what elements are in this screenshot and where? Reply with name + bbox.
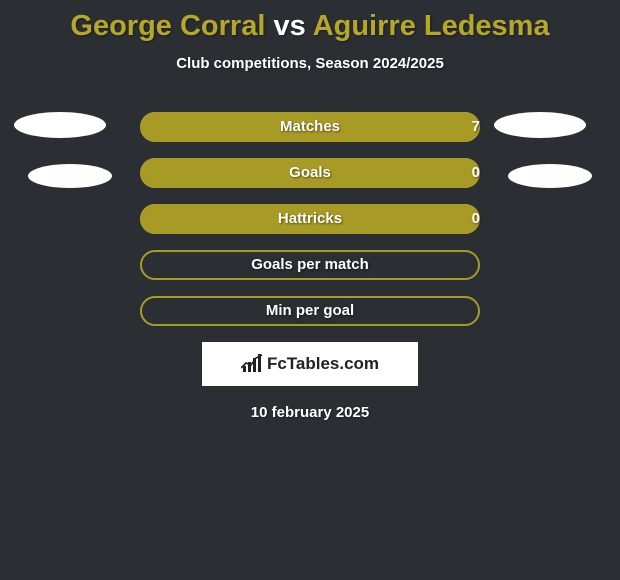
- stat-row: Min per goal: [0, 296, 620, 326]
- stat-row: Hattricks0: [0, 204, 620, 234]
- date-text: 10 february 2025: [0, 404, 620, 421]
- player2-name: Aguirre Ledesma: [313, 10, 550, 42]
- stat-label: Goals per match: [140, 250, 480, 280]
- stat-label: Goals: [140, 158, 480, 188]
- page-title: George Corral vs Aguirre Ledesma: [0, 0, 620, 43]
- stat-label: Min per goal: [140, 296, 480, 326]
- stat-value: 0: [440, 158, 480, 188]
- title-vs: vs: [265, 10, 312, 42]
- stat-row: Goals0: [0, 158, 620, 188]
- stat-row: Matches7: [0, 112, 620, 142]
- stat-value: 7: [440, 112, 480, 142]
- stat-label: Matches: [140, 112, 480, 142]
- chart-icon: [241, 354, 263, 374]
- branding-badge: FcTables.com: [202, 342, 418, 386]
- stat-row: Goals per match: [0, 250, 620, 280]
- stats-area: Matches7Goals0Hattricks0Goals per matchM…: [0, 112, 620, 326]
- stat-value: 0: [440, 204, 480, 234]
- stat-label: Hattricks: [140, 204, 480, 234]
- player1-name: George Corral: [70, 10, 265, 42]
- branding-text: FcTables.com: [267, 354, 379, 374]
- subtitle: Club competitions, Season 2024/2025: [0, 55, 620, 72]
